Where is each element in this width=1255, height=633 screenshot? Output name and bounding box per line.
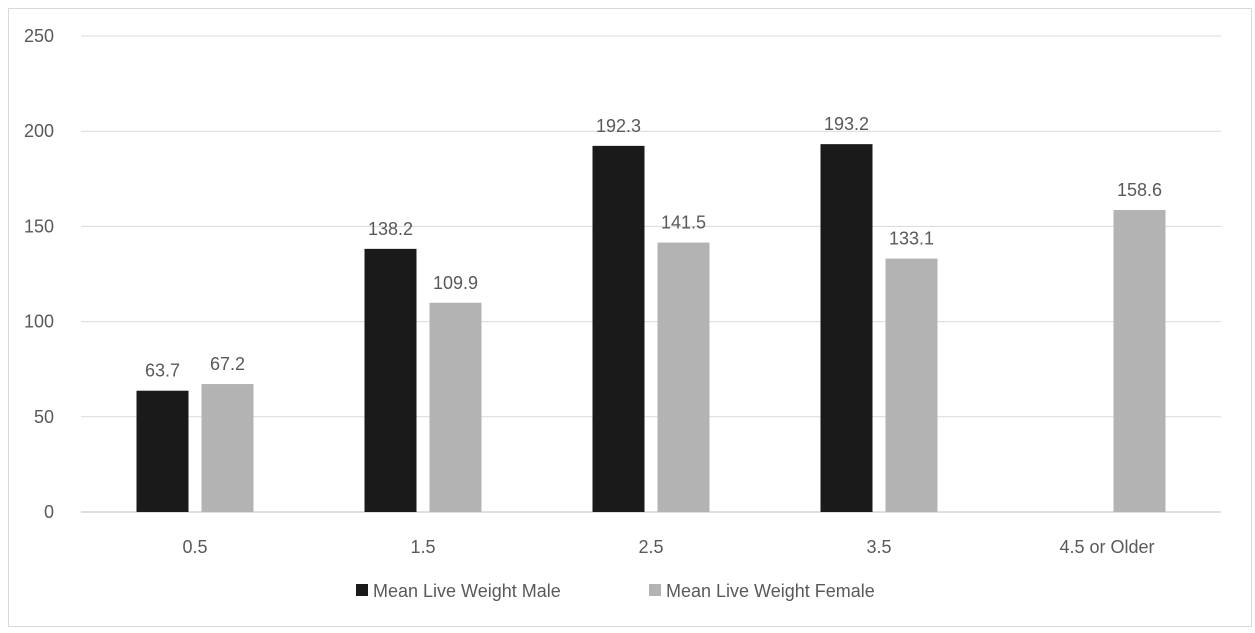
data-label: 158.6	[1117, 180, 1162, 200]
data-label: 141.5	[661, 213, 706, 233]
x-category-label: 0.5	[182, 537, 207, 557]
data-label: 133.1	[889, 229, 934, 249]
data-label: 193.2	[824, 114, 869, 134]
chart-frame: 0 50 100 150 200 250 63.7 67.2 138.2 109.9 192.3 1…	[8, 8, 1252, 627]
bar-female	[885, 258, 938, 512]
bar-male	[592, 145, 645, 513]
data-label: 63.7	[145, 361, 180, 381]
x-category-label: 4.5 or Older	[1059, 537, 1154, 557]
gridlines	[81, 35, 1221, 513]
y-tick-label: 50	[34, 407, 54, 427]
legend-label-male: Mean Live Weight Male	[373, 581, 561, 601]
bar-female	[1113, 210, 1166, 512]
bar-male	[136, 390, 189, 512]
data-label: 109.9	[433, 273, 478, 293]
bar-female	[201, 384, 254, 512]
data-label: 138.2	[368, 219, 413, 239]
x-category-label: 2.5	[638, 537, 663, 557]
data-labels: 63.7 67.2 138.2 109.9 192.3 141.5 193.2 133.1 15…	[145, 114, 1162, 381]
x-axis-categories: 0.5 1.5 2.5 3.5 4.5 or Older	[182, 537, 1154, 557]
x-category-label: 1.5	[410, 537, 435, 557]
bar-male	[364, 248, 417, 513]
legend-swatch-female	[649, 584, 661, 596]
data-label: 192.3	[596, 116, 641, 136]
bars	[136, 144, 1166, 513]
legend-swatch-male	[356, 584, 368, 596]
bar-female	[657, 242, 710, 513]
x-category-label: 3.5	[866, 537, 891, 557]
y-tick-label: 100	[24, 312, 54, 332]
bar-female	[429, 302, 482, 512]
y-tick-label: 200	[24, 121, 54, 141]
legend: Mean Live Weight Male Mean Live Weight Fe…	[356, 581, 875, 601]
y-tick-label: 250	[24, 26, 54, 46]
legend-label-female: Mean Live Weight Female	[666, 581, 875, 601]
y-axis-ticks: 0 50 100 150 200 250	[24, 26, 54, 522]
bar-chart: 0 50 100 150 200 250 63.7 67.2 138.2 109.9 192.3 1…	[24, 26, 1221, 601]
data-label: 67.2	[210, 354, 245, 374]
bar-male	[820, 144, 873, 512]
y-tick-label: 0	[44, 502, 54, 522]
y-tick-label: 150	[24, 216, 54, 236]
